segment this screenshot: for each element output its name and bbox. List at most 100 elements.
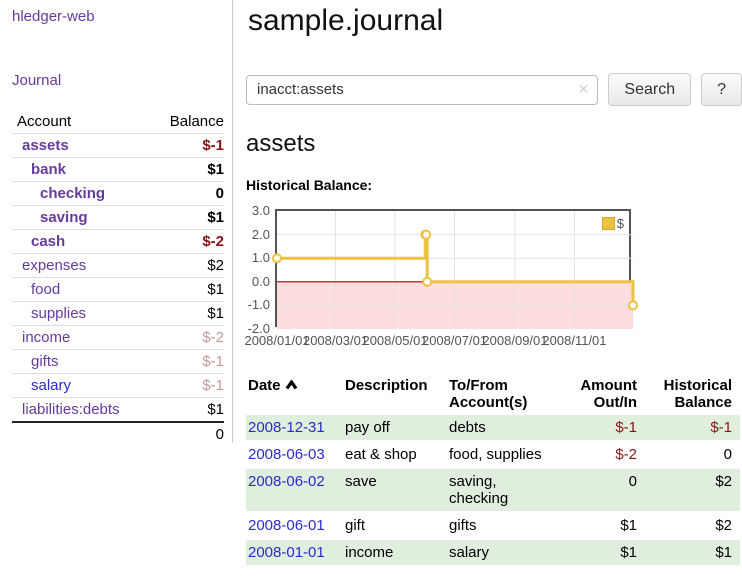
sidebar: hledger-web Journal Account Balance asse… [0,0,233,446]
historical-balance-chart: 3.0 2.0 1.0 0.0 -1.0 -2.0 $ 2008/01/01 2008/03… [244,203,742,354]
account-row-saving: saving $1 [12,205,224,230]
transaction-accounts: food, supplies [449,446,542,463]
legend-label: $ [616,216,624,231]
transaction-amount: $1 [557,540,645,565]
y-tick-label: 3.0 [251,203,270,218]
account-row-food: food $1 [12,277,224,302]
account-row-bank: bank $1 [12,157,224,182]
account-balance: 0 [152,181,224,206]
account-row-gifts: gifts $-1 [12,349,224,374]
account-row-salary: salary $-1 [12,373,224,398]
transaction-balance: 0 [723,446,732,463]
account-balance: $1 [152,301,224,326]
account-link-bank[interactable]: bank [31,161,67,178]
search-input[interactable] [246,74,599,105]
x-tick-label: 2008/09/01 [482,333,548,348]
accounts-total: 0 [152,421,224,446]
account-link-gifts[interactable]: gifts [31,353,59,370]
search-button[interactable]: Search [608,73,692,106]
clear-search-icon[interactable]: ✕ [577,80,590,97]
transaction-description: eat & shop [345,446,417,463]
account-link-income[interactable]: income [22,329,71,346]
account-link-food[interactable]: food [31,281,61,298]
transaction-amount: $-2 [615,446,637,463]
app-title[interactable]: hledger-web [12,8,95,25]
column-header-description: Description [345,377,428,394]
transaction-accounts: saving, checking [447,469,557,511]
transaction-amount: $1 [620,517,637,534]
account-row-assets: assets $-1 [12,133,224,158]
account-link-checking[interactable]: checking [40,185,106,202]
transaction-accounts: gifts [449,517,477,534]
transaction-balance: $-1 [645,415,740,440]
accounts-header-account: Account [12,110,153,134]
account-balance: $-1 [152,133,224,158]
account-balance: $2 [152,253,224,278]
y-tick-label: 2.0 [251,226,270,242]
account-row-supplies: supplies $1 [12,301,224,326]
chart-plot-area[interactable]: $ [272,209,638,329]
chart-plot-svg [272,211,638,329]
transaction-date-link[interactable]: 2008-06-03 [248,446,325,463]
y-tick-label: 1.0 [251,250,270,266]
search-box: ✕ [246,74,599,105]
account-link-assets[interactable]: assets [22,137,69,154]
transaction-description: income [343,540,447,565]
register-row: 2008-06-01 gift gifts $1 $2 [246,513,740,538]
register-row: 2008-12-31 pay off debts $-1 $-1 [246,415,740,440]
transaction-date-link[interactable]: 2008-01-01 [248,544,325,561]
column-header-balance: Historical Balance [663,377,732,411]
account-row-checking: checking 0 [12,181,224,206]
transaction-balance: $2 [645,469,740,511]
transaction-amount: $-1 [557,415,645,440]
account-link-expenses[interactable]: expenses [22,257,87,274]
account-link-salary[interactable]: salary [31,377,72,394]
y-tick-label: 0.0 [251,273,270,289]
transaction-date-link[interactable]: 2008-06-02 [248,473,325,490]
transaction-balance: $2 [715,517,732,534]
help-button[interactable]: ? [701,73,742,106]
x-tick-label: 2008/01/01 [244,333,310,348]
main-content: sample.journal ✕ Search ? assets Histori… [244,0,742,567]
account-link-supplies[interactable]: supplies [31,305,87,322]
account-link-cash[interactable]: cash [31,233,66,250]
account-link-liabilities-debts[interactable]: liabilities:debts [22,401,120,418]
x-tick-label: 2008/07/01 [421,333,488,348]
transaction-date-link[interactable]: 2008-12-31 [248,419,325,436]
transaction-accounts: salary [447,540,557,565]
transaction-description: pay off [343,415,447,440]
account-balance: $1 [152,157,224,182]
transaction-date-link[interactable]: 2008-06-01 [248,517,325,534]
account-balance: $-2 [152,229,224,254]
sidebar-item-journal[interactable]: Journal [12,72,62,89]
register-row: 2008-06-02 save saving, checking 0 $2 [246,469,740,511]
register-row: 2008-06-03 eat & shop food, supplies $-2… [246,442,740,467]
accounts-total-row: 0 [12,421,224,446]
x-tick-label: 2008/05/01 [362,333,428,348]
register-header-row: Date Description To/From Account(s) Amou… [246,375,740,413]
transaction-accounts: debts [447,415,557,440]
account-balance: $-1 [152,349,224,374]
account-balance: $1 [152,277,224,302]
legend-swatch-icon [601,217,615,230]
account-row-cash: cash $-2 [12,229,224,254]
y-tick-label: -1.0 [247,297,270,313]
account-link-saving[interactable]: saving [40,209,88,226]
column-header-date[interactable]: Date [246,375,343,413]
y-tick-label: -2.0 [247,321,270,336]
chart-legend: $ [601,216,624,231]
x-tick-label: 2008/03/01 [302,333,369,348]
column-header-accounts: To/From Account(s) [449,377,528,411]
sort-up-icon [285,379,297,390]
account-row-income: income $-2 [12,325,224,350]
chart-heading: Historical Balance: [246,177,373,193]
x-tick-label: 2008/11/01 [542,333,607,348]
transaction-description: save [343,469,447,511]
account-row-expenses: expenses $2 [12,253,224,278]
register-row: 2008-01-01 income salary $1 $1 [246,540,740,565]
transaction-description: gift [345,517,366,534]
accounts-header-balance: Balance [152,110,224,134]
register-table: Date Description To/From Account(s) Amou… [246,373,740,567]
chart-y-axis-labels: 3.0 2.0 1.0 0.0 -1.0 -2.0 [246,203,270,336]
